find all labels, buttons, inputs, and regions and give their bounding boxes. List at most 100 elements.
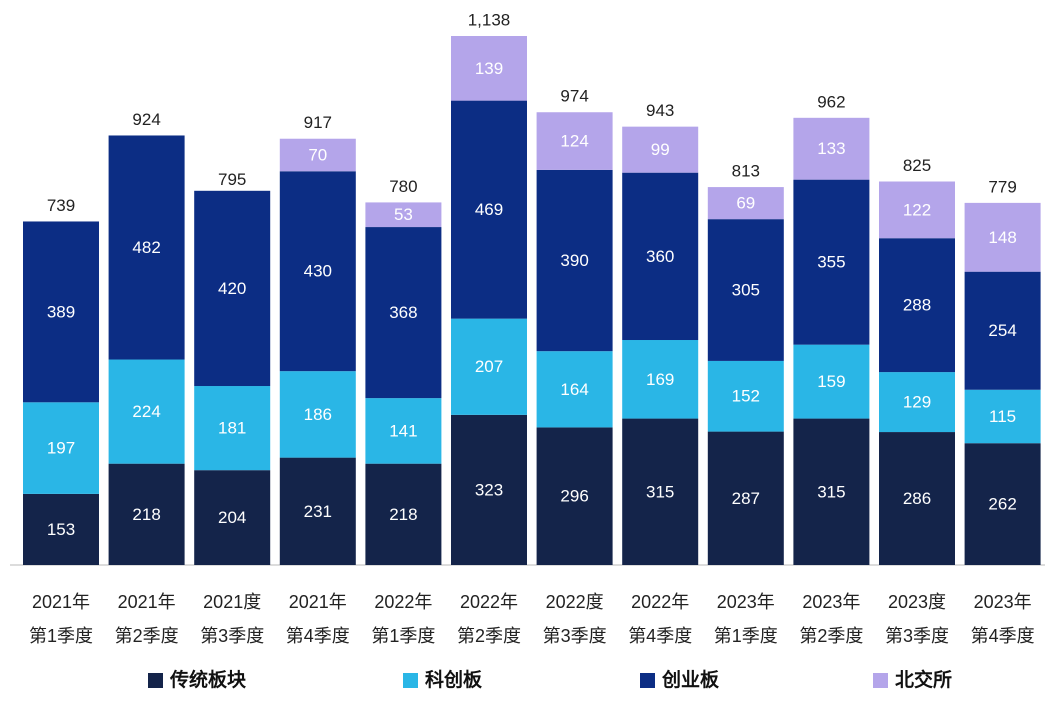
x-tick-label: 第4季度 — [971, 626, 1035, 646]
segment-label: 169 — [646, 370, 674, 389]
segment-label: 389 — [47, 302, 75, 321]
bar-segment — [108, 463, 185, 565]
x-tick-label: 2021度 — [203, 592, 261, 612]
segment-label: 159 — [817, 372, 845, 391]
bar-segment — [194, 190, 271, 387]
bar-segment — [279, 138, 356, 172]
segment-label: 262 — [988, 495, 1016, 514]
x-tick-label: 第2季度 — [457, 626, 521, 646]
total-label: 779 — [988, 177, 1016, 196]
x-tick-label: 2022年 — [460, 592, 518, 612]
total-label: 1,138 — [468, 10, 511, 29]
segment-label: 70 — [308, 145, 327, 164]
bar-segment — [879, 372, 955, 433]
bar-segment — [536, 112, 613, 170]
bar-segment — [707, 360, 784, 432]
bar-segment — [279, 457, 356, 565]
segment-label: 197 — [47, 439, 75, 458]
bar-segment — [451, 36, 527, 101]
legend-swatch — [403, 673, 418, 688]
bar-segment — [365, 463, 442, 565]
segment-label: 430 — [304, 262, 332, 281]
segment-label: 296 — [560, 487, 588, 506]
segment-label: 141 — [389, 421, 417, 440]
bar-segment — [707, 187, 784, 220]
bar-segment — [793, 117, 870, 180]
segment-label: 390 — [560, 251, 588, 270]
segment-label: 115 — [989, 407, 1016, 426]
segment-label: 152 — [732, 387, 760, 406]
total-label: 943 — [646, 101, 674, 120]
x-tick-label: 2021年 — [32, 592, 90, 612]
bar-segment — [793, 179, 870, 345]
x-tick-label: 2022度 — [546, 592, 604, 612]
segment-label: 139 — [475, 59, 503, 78]
segment-label: 360 — [646, 247, 674, 266]
segment-label: 368 — [389, 303, 417, 322]
segment-label: 231 — [304, 502, 332, 521]
segment-label: 99 — [651, 140, 670, 159]
segment-label: 207 — [475, 357, 503, 376]
bar-segment — [964, 271, 1041, 390]
segment-label: 305 — [732, 281, 760, 300]
segment-label: 129 — [903, 393, 931, 412]
bar-segment — [536, 351, 613, 428]
bar-segment — [793, 418, 870, 565]
legend-swatch — [640, 673, 655, 688]
segment-label: 124 — [560, 132, 588, 151]
total-label: 962 — [817, 92, 845, 111]
segment-label: 224 — [132, 402, 160, 421]
bar-segment — [194, 470, 271, 565]
bar-segment — [707, 219, 784, 361]
bar-segment — [879, 238, 955, 373]
bar-segment — [707, 431, 784, 565]
total-label: 825 — [903, 156, 931, 175]
bar-segment — [23, 493, 99, 565]
total-label: 780 — [389, 177, 417, 196]
x-tick-label: 第4季度 — [286, 626, 350, 646]
bar-segment — [879, 181, 955, 239]
segment-label: 122 — [903, 200, 931, 219]
bar-segment — [964, 202, 1041, 272]
x-tick-label: 2022年 — [374, 592, 432, 612]
bar-segment — [23, 221, 99, 403]
segment-label: 420 — [218, 279, 246, 298]
legend-swatch — [148, 673, 163, 688]
bar-segment — [879, 432, 955, 565]
bar-segment — [365, 202, 442, 228]
bar-segment — [793, 344, 870, 419]
segment-label: 181 — [218, 419, 246, 438]
legend-label: 创业板 — [661, 668, 720, 691]
x-tick-label: 第3季度 — [543, 626, 607, 646]
x-tick-label: 第3季度 — [885, 626, 949, 646]
bar-segment — [451, 318, 527, 415]
segment-label: 482 — [132, 238, 160, 257]
x-tick-label: 第3季度 — [200, 626, 264, 646]
segment-label: 153 — [47, 520, 75, 539]
total-label: 739 — [47, 196, 75, 215]
legend-label: 科创板 — [425, 668, 483, 691]
segment-label: 133 — [817, 139, 845, 158]
segment-label: 323 — [475, 480, 503, 499]
total-label: 917 — [304, 113, 332, 132]
segment-label: 218 — [389, 505, 417, 524]
bar-segment — [622, 172, 699, 341]
segment-label: 53 — [394, 205, 413, 224]
segment-label: 286 — [903, 489, 931, 508]
total-label: 795 — [218, 170, 246, 189]
segment-label: 186 — [304, 405, 332, 424]
x-tick-label: 2023年 — [802, 592, 860, 612]
x-tick-label: 第1季度 — [714, 626, 778, 646]
segment-label: 315 — [817, 482, 845, 501]
bar-segment — [108, 359, 185, 464]
x-tick-label: 第2季度 — [799, 626, 863, 646]
x-tick-label: 2023年 — [974, 592, 1032, 612]
segment-label: 164 — [560, 380, 588, 399]
bar-segment — [279, 371, 356, 458]
bar-segment — [23, 402, 99, 494]
bar-segment — [622, 418, 699, 565]
segment-label: 204 — [218, 508, 246, 527]
bar-segment — [536, 427, 613, 565]
bar-segment — [451, 414, 527, 565]
